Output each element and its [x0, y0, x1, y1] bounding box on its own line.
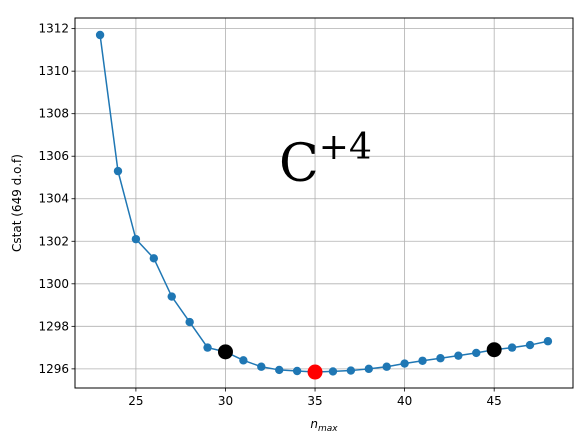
y-tick-label: 1310 [38, 64, 69, 78]
y-tick-label: 1306 [38, 149, 69, 163]
data-point [400, 359, 409, 368]
data-point [275, 365, 284, 375]
x-ticks: 25 30 35 40 45 [128, 388, 502, 408]
y-tick-label: 1312 [38, 22, 69, 36]
y-tick-label: 1296 [38, 362, 69, 376]
annotation-main: C [279, 134, 319, 194]
x-tick-label: 25 [128, 394, 143, 408]
data-point [507, 343, 517, 352]
chart-annotation: C+4 [279, 127, 372, 194]
highlight-point [486, 342, 502, 358]
y-tick-label: 1300 [38, 277, 69, 291]
highlight-layer [217, 342, 502, 380]
highlight-point [307, 364, 323, 380]
x-axis-label-main: n [310, 417, 318, 431]
data-point [436, 354, 445, 363]
annotation-superscript: +4 [319, 127, 372, 168]
data-point [257, 362, 266, 371]
x-tick-label: 45 [487, 394, 502, 408]
y-tick-label: 1308 [38, 107, 69, 121]
data-point [292, 366, 302, 376]
data-point [418, 356, 427, 365]
data-point [239, 356, 248, 365]
data-point [131, 234, 141, 244]
data-point [454, 351, 463, 360]
grid [75, 18, 573, 388]
series-layer [95, 30, 553, 377]
x-axis-label: nmax [310, 417, 338, 434]
plot-background [75, 18, 573, 388]
y-tick-label: 1302 [38, 234, 69, 248]
x-axis-label-sub: max [318, 424, 338, 434]
data-point [525, 340, 535, 350]
data-point [472, 348, 481, 358]
y-tick-label: 1304 [38, 192, 69, 206]
x-tick-label: 30 [218, 394, 233, 408]
x-tick-label: 35 [307, 394, 322, 408]
data-point [167, 292, 176, 301]
x-tick-label: 40 [397, 394, 412, 408]
data-point [346, 366, 356, 375]
data-point [113, 166, 123, 176]
data-point [149, 254, 159, 263]
data-point [203, 343, 212, 352]
data-point [95, 30, 105, 40]
data-point [543, 337, 553, 346]
highlight-point [217, 344, 233, 360]
y-ticks: 1296 1298 1300 1302 1304 1306 1308 1310 1312 [38, 22, 75, 376]
data-point [185, 317, 194, 327]
plot-frame [74, 17, 574, 389]
data-point [382, 362, 391, 371]
data-point [364, 364, 373, 374]
y-tick-label: 1298 [38, 319, 69, 333]
data-point [328, 367, 338, 376]
y-axis-label: Cstat (649 d.o.f) [10, 154, 24, 252]
